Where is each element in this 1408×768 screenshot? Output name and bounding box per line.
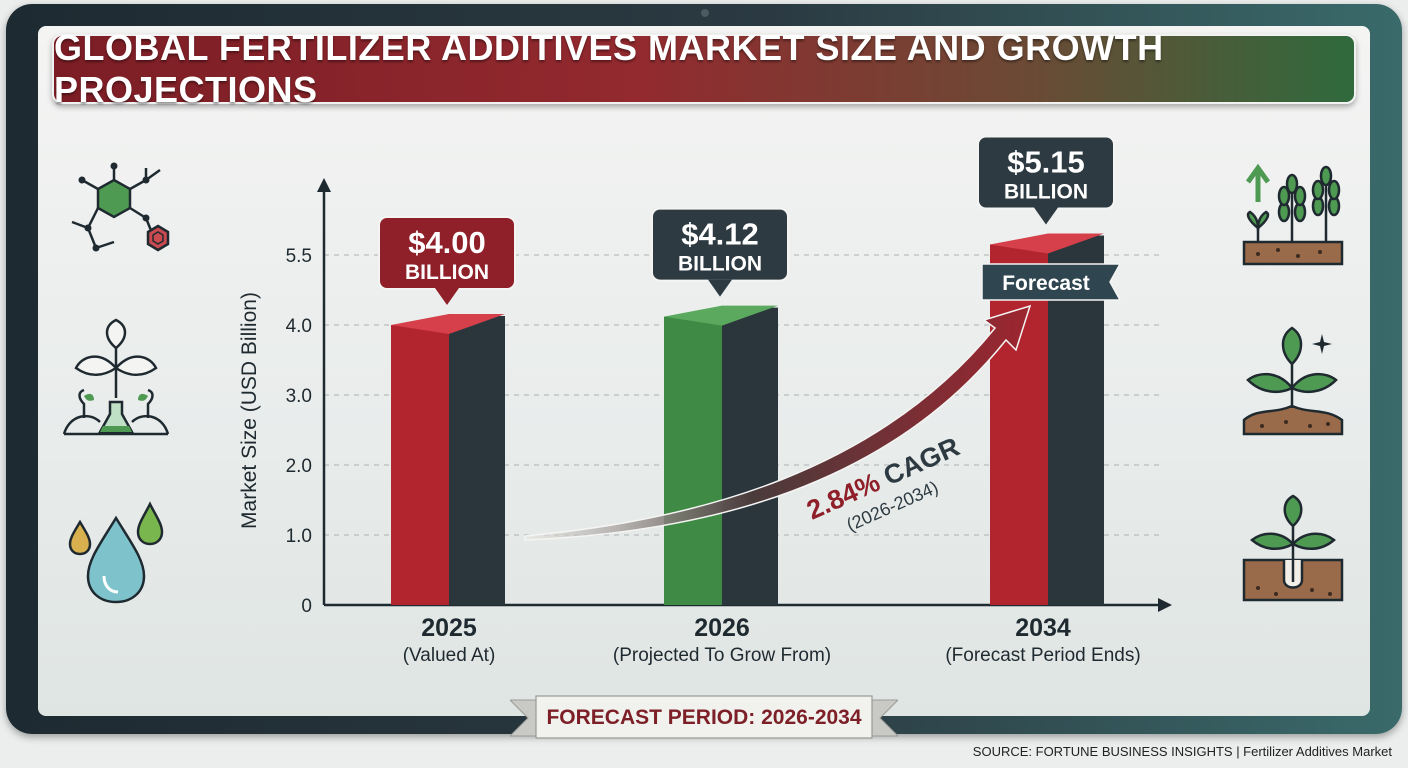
title-banner: GLOBAL FERTILIZER ADDITIVES MARKET SIZE …	[52, 27, 1356, 110]
forecast-period-label: FORECAST PERIOD: 2026-2034	[546, 706, 862, 729]
value-amount: $4.12	[681, 217, 759, 252]
y-axis-title: Market Size (USD Billion)	[238, 292, 261, 529]
category-year: 2034	[1015, 614, 1071, 642]
camera-dot	[701, 9, 709, 17]
callout-pointer	[1034, 207, 1058, 225]
chart-title: GLOBAL FERTILIZER ADDITIVES MARKET SIZE …	[54, 27, 1164, 110]
value-amount: $5.15	[1007, 145, 1085, 180]
forecast-tag-label: Forecast	[1002, 272, 1090, 295]
x-category-label: 2025 (Valued At)	[319, 614, 579, 667]
y-tick-label: 3.0	[286, 386, 312, 407]
bar-front	[664, 316, 722, 605]
cagr-annotation: 2.84% CAGR(2026-2034)	[802, 432, 964, 536]
value-unit: BILLION	[1004, 181, 1088, 204]
y-tick-label: 0	[301, 596, 312, 617]
y-tick-label: 1.0	[286, 526, 312, 547]
water-drops-icon	[68, 501, 164, 604]
category-subtitle: (Valued At)	[402, 645, 496, 666]
bar-top	[391, 314, 505, 334]
growing-crops-icon	[1242, 163, 1344, 266]
bar-top	[990, 233, 1104, 254]
source-note: SOURCE: FORTUNE BUSINESS INSIGHTS | Fert…	[972, 744, 1392, 759]
plant-flask-icon	[62, 318, 170, 436]
bar-front	[990, 244, 1048, 605]
molecule-icon	[71, 162, 170, 252]
callout-pointer	[708, 279, 732, 297]
bar-side	[449, 316, 505, 605]
value-unit: BILLION	[405, 261, 489, 284]
callout-pointer	[435, 288, 459, 305]
category-subtitle: (Forecast Period Ends)	[945, 645, 1141, 666]
forecast-tag	[981, 263, 1122, 301]
growth-arrow	[524, 304, 1032, 541]
y-tick-label: 5.5	[286, 246, 312, 267]
y-tick-label: 4.0	[286, 316, 312, 337]
root-soil-icon	[1242, 494, 1344, 602]
bar-front	[391, 325, 449, 605]
sprout-soil-icon	[1242, 326, 1344, 436]
y-axis-arrow	[317, 178, 331, 192]
category-year: 2025	[421, 614, 477, 642]
x-category-label: 2034 (Forecast Period Ends)	[913, 614, 1173, 667]
y-tick-label: 2.0	[286, 456, 312, 477]
bar-top	[664, 305, 778, 326]
category-year: 2026	[694, 614, 750, 642]
category-subtitle: (Projected To Grow From)	[612, 645, 832, 666]
bar-side	[722, 307, 778, 605]
value-amount: $4.00	[408, 225, 486, 260]
x-category-label: 2026 (Projected To Grow From)	[592, 614, 852, 667]
value-unit: BILLION	[678, 253, 762, 276]
x-axis-arrow	[1158, 598, 1172, 612]
footer-ribbon	[510, 695, 898, 739]
